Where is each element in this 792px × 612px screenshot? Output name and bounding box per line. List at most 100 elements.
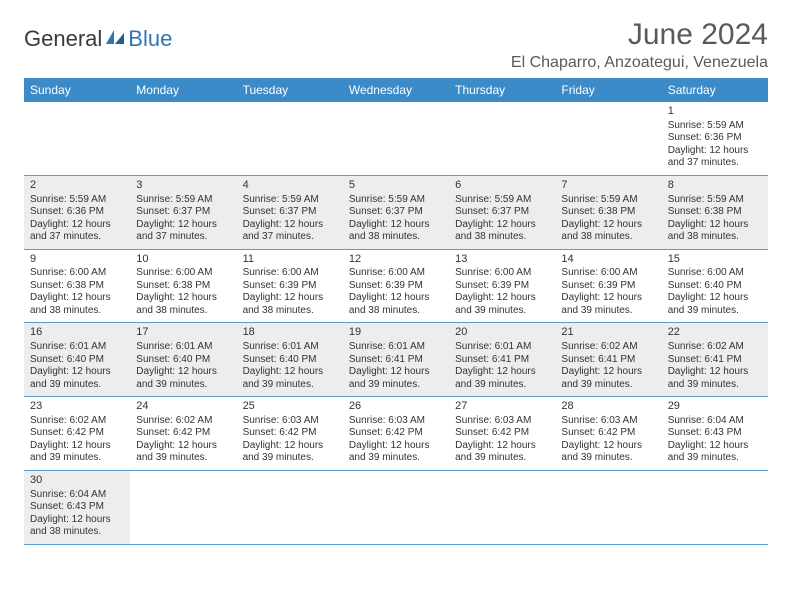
- day-info-line: Sunrise: 5:59 AM: [668, 194, 762, 207]
- calendar-cell: 17Sunrise: 6:01 AMSunset: 6:40 PMDayligh…: [130, 323, 236, 397]
- calendar-head: Sunday Monday Tuesday Wednesday Thursday…: [24, 78, 768, 102]
- day-info-line: and 39 minutes.: [668, 379, 762, 392]
- day-info-line: Sunrise: 6:01 AM: [455, 341, 549, 354]
- day-info-line: Sunset: 6:42 PM: [136, 427, 230, 440]
- day-info-line: Sunrise: 5:59 AM: [668, 120, 762, 133]
- day-number: 14: [561, 253, 655, 267]
- dayhead-friday: Friday: [555, 78, 661, 102]
- day-info-line: Sunset: 6:40 PM: [30, 354, 124, 367]
- calendar-page: General Blue June 2024 El Chaparro, Anzo…: [0, 0, 792, 563]
- calendar-row: 23Sunrise: 6:02 AMSunset: 6:42 PMDayligh…: [24, 397, 768, 471]
- day-info-line: and 37 minutes.: [30, 231, 124, 244]
- day-info-line: Daylight: 12 hours: [668, 219, 762, 232]
- day-info-line: Sunrise: 5:59 AM: [349, 194, 443, 207]
- day-number: 15: [668, 253, 762, 267]
- page-header: General Blue June 2024 El Chaparro, Anzo…: [24, 18, 768, 72]
- calendar-cell: [343, 470, 449, 544]
- day-info-line: and 38 minutes.: [30, 305, 124, 318]
- day-info-line: and 39 minutes.: [455, 305, 549, 318]
- calendar-cell: [24, 102, 130, 175]
- calendar-cell: 16Sunrise: 6:01 AMSunset: 6:40 PMDayligh…: [24, 323, 130, 397]
- day-info-line: and 39 minutes.: [668, 305, 762, 318]
- day-number: 30: [30, 474, 124, 488]
- day-info-line: Sunrise: 6:01 AM: [30, 341, 124, 354]
- day-info-line: and 39 minutes.: [136, 452, 230, 465]
- day-number: 28: [561, 400, 655, 414]
- calendar-cell: 26Sunrise: 6:03 AMSunset: 6:42 PMDayligh…: [343, 397, 449, 471]
- calendar-cell: 24Sunrise: 6:02 AMSunset: 6:42 PMDayligh…: [130, 397, 236, 471]
- dayhead-monday: Monday: [130, 78, 236, 102]
- day-number: 25: [243, 400, 337, 414]
- calendar-cell: 3Sunrise: 5:59 AMSunset: 6:37 PMDaylight…: [130, 175, 236, 249]
- day-number: 26: [349, 400, 443, 414]
- day-number: 8: [668, 179, 762, 193]
- day-info-line: and 39 minutes.: [30, 379, 124, 392]
- calendar-cell: 28Sunrise: 6:03 AMSunset: 6:42 PMDayligh…: [555, 397, 661, 471]
- calendar-cell: 1Sunrise: 5:59 AMSunset: 6:36 PMDaylight…: [662, 102, 768, 175]
- calendar-cell: 7Sunrise: 5:59 AMSunset: 6:38 PMDaylight…: [555, 175, 661, 249]
- calendar-cell: [237, 470, 343, 544]
- calendar-cell: 20Sunrise: 6:01 AMSunset: 6:41 PMDayligh…: [449, 323, 555, 397]
- day-info-line: Sunset: 6:40 PM: [668, 280, 762, 293]
- day-info-line: Sunrise: 6:01 AM: [136, 341, 230, 354]
- calendar-cell: 4Sunrise: 5:59 AMSunset: 6:37 PMDaylight…: [237, 175, 343, 249]
- day-info-line: Daylight: 12 hours: [243, 292, 337, 305]
- day-info-line: Daylight: 12 hours: [136, 292, 230, 305]
- day-info-line: Sunset: 6:36 PM: [668, 132, 762, 145]
- day-info-line: Daylight: 12 hours: [561, 366, 655, 379]
- title-block: June 2024 El Chaparro, Anzoategui, Venez…: [511, 18, 768, 72]
- day-info-line: Sunrise: 5:59 AM: [455, 194, 549, 207]
- day-info-line: Sunrise: 6:04 AM: [668, 415, 762, 428]
- day-info-line: and 38 minutes.: [349, 231, 443, 244]
- day-info-line: and 37 minutes.: [668, 157, 762, 170]
- day-number: 1: [668, 105, 762, 119]
- day-info-line: Daylight: 12 hours: [455, 219, 549, 232]
- day-info-line: Sunset: 6:36 PM: [30, 206, 124, 219]
- day-number: 27: [455, 400, 549, 414]
- day-number: 10: [136, 253, 230, 267]
- day-info-line: Daylight: 12 hours: [243, 440, 337, 453]
- day-info-line: Daylight: 12 hours: [136, 440, 230, 453]
- day-info-line: Sunrise: 6:01 AM: [243, 341, 337, 354]
- logo-text-blue: Blue: [128, 26, 172, 52]
- calendar-cell: 14Sunrise: 6:00 AMSunset: 6:39 PMDayligh…: [555, 249, 661, 323]
- calendar-cell: 5Sunrise: 5:59 AMSunset: 6:37 PMDaylight…: [343, 175, 449, 249]
- day-info-line: and 39 minutes.: [136, 379, 230, 392]
- dayhead-tuesday: Tuesday: [237, 78, 343, 102]
- day-info-line: Daylight: 12 hours: [668, 440, 762, 453]
- day-info-line: Daylight: 12 hours: [455, 440, 549, 453]
- day-info-line: Sunrise: 6:00 AM: [30, 267, 124, 280]
- calendar-cell: [555, 102, 661, 175]
- day-info-line: Sunrise: 6:03 AM: [349, 415, 443, 428]
- calendar-cell: 19Sunrise: 6:01 AMSunset: 6:41 PMDayligh…: [343, 323, 449, 397]
- day-info-line: Sunrise: 6:03 AM: [243, 415, 337, 428]
- day-info-line: and 38 minutes.: [455, 231, 549, 244]
- logo-text-general: General: [24, 26, 102, 52]
- day-info-line: and 38 minutes.: [561, 231, 655, 244]
- day-info-line: Sunrise: 5:59 AM: [136, 194, 230, 207]
- day-info-line: Sunset: 6:42 PM: [243, 427, 337, 440]
- calendar-cell: 22Sunrise: 6:02 AMSunset: 6:41 PMDayligh…: [662, 323, 768, 397]
- calendar-cell: 15Sunrise: 6:00 AMSunset: 6:40 PMDayligh…: [662, 249, 768, 323]
- day-info-line: Daylight: 12 hours: [561, 440, 655, 453]
- day-info-line: Sunrise: 6:02 AM: [136, 415, 230, 428]
- day-info-line: Daylight: 12 hours: [349, 440, 443, 453]
- day-number: 11: [243, 253, 337, 267]
- day-info-line: and 38 minutes.: [30, 526, 124, 539]
- day-number: 4: [243, 179, 337, 193]
- day-number: 17: [136, 326, 230, 340]
- day-info-line: Sunset: 6:43 PM: [30, 501, 124, 514]
- calendar-row: 2Sunrise: 5:59 AMSunset: 6:36 PMDaylight…: [24, 175, 768, 249]
- day-number: 23: [30, 400, 124, 414]
- day-info-line: Sunset: 6:41 PM: [668, 354, 762, 367]
- day-number: 20: [455, 326, 549, 340]
- day-info-line: and 39 minutes.: [349, 452, 443, 465]
- day-info-line: Daylight: 12 hours: [561, 219, 655, 232]
- calendar-cell: 12Sunrise: 6:00 AMSunset: 6:39 PMDayligh…: [343, 249, 449, 323]
- day-number: 16: [30, 326, 124, 340]
- day-info-line: Sunrise: 6:00 AM: [561, 267, 655, 280]
- day-info-line: Sunset: 6:41 PM: [455, 354, 549, 367]
- day-info-line: and 38 minutes.: [668, 231, 762, 244]
- day-info-line: Sunset: 6:37 PM: [349, 206, 443, 219]
- day-info-line: Daylight: 12 hours: [30, 366, 124, 379]
